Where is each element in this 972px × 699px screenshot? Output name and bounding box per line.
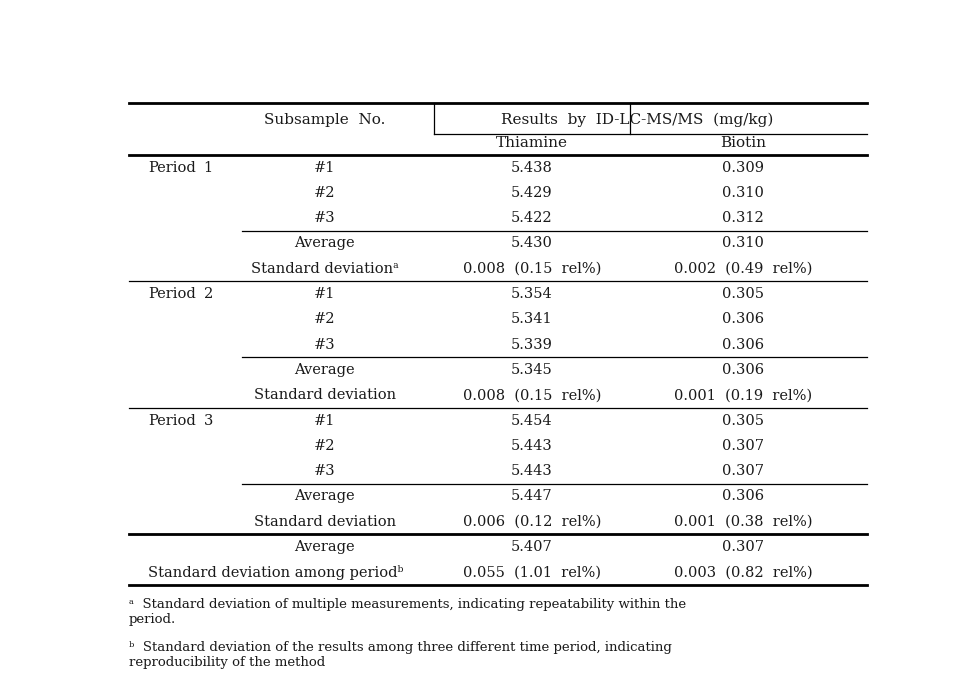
Text: 5.354: 5.354 — [511, 287, 553, 301]
Text: 0.306: 0.306 — [722, 363, 764, 377]
Text: #2: #2 — [314, 312, 335, 326]
Text: 5.430: 5.430 — [511, 236, 553, 250]
Text: 0.002  (0.49  rel%): 0.002 (0.49 rel%) — [674, 261, 813, 276]
Text: Average: Average — [295, 363, 355, 377]
Text: 0.305: 0.305 — [722, 414, 764, 428]
Text: Standard deviation: Standard deviation — [254, 514, 396, 528]
Text: 0.055  (1.01  rel%): 0.055 (1.01 rel%) — [463, 565, 601, 579]
Text: 0.306: 0.306 — [722, 489, 764, 503]
Text: 0.312: 0.312 — [722, 211, 764, 225]
Text: 0.001  (0.38  rel%): 0.001 (0.38 rel%) — [674, 514, 813, 528]
Text: 0.008  (0.15  rel%): 0.008 (0.15 rel%) — [463, 388, 602, 402]
Text: 0.306: 0.306 — [722, 338, 764, 352]
Text: Standard deviation: Standard deviation — [254, 388, 396, 402]
Text: 0.310: 0.310 — [722, 186, 764, 200]
Text: 5.454: 5.454 — [511, 414, 553, 428]
Text: 5.429: 5.429 — [511, 186, 553, 200]
Text: 0.305: 0.305 — [722, 287, 764, 301]
Text: Subsample  No.: Subsample No. — [264, 113, 386, 127]
Text: #1: #1 — [314, 287, 335, 301]
Text: 1: 1 — [203, 161, 213, 175]
Text: 0.306: 0.306 — [722, 312, 764, 326]
Text: Results  by  ID-LC-MS/MS  (mg/kg): Results by ID-LC-MS/MS (mg/kg) — [502, 113, 774, 127]
Text: 0.307: 0.307 — [722, 540, 764, 554]
Text: Average: Average — [295, 489, 355, 503]
Text: Thiamine: Thiamine — [496, 136, 568, 150]
Text: 5.345: 5.345 — [511, 363, 553, 377]
Text: #2: #2 — [314, 186, 335, 200]
Text: Period: Period — [148, 414, 195, 428]
Text: #3: #3 — [314, 338, 335, 352]
Text: 5.438: 5.438 — [511, 161, 553, 175]
Text: Average: Average — [295, 236, 355, 250]
Text: ᵃ  Standard deviation of multiple measurements, indicating repeatability within : ᵃ Standard deviation of multiple measure… — [129, 598, 686, 626]
Text: Standard deviation among periodᵇ: Standard deviation among periodᵇ — [148, 565, 403, 580]
Text: 0.003  (0.82  rel%): 0.003 (0.82 rel%) — [674, 565, 813, 579]
Text: #3: #3 — [314, 464, 335, 478]
Text: 0.006  (0.12  rel%): 0.006 (0.12 rel%) — [463, 514, 602, 528]
Text: 0.310: 0.310 — [722, 236, 764, 250]
Text: Period: Period — [148, 287, 195, 301]
Text: 2: 2 — [203, 287, 213, 301]
Text: 5.422: 5.422 — [511, 211, 553, 225]
Text: Period: Period — [148, 161, 195, 175]
Text: 0.309: 0.309 — [722, 161, 764, 175]
Text: 0.008  (0.15  rel%): 0.008 (0.15 rel%) — [463, 261, 602, 276]
Text: #2: #2 — [314, 439, 335, 453]
Text: 0.001  (0.19  rel%): 0.001 (0.19 rel%) — [674, 388, 812, 402]
Text: 5.339: 5.339 — [511, 338, 553, 352]
Text: Average: Average — [295, 540, 355, 554]
Text: 0.307: 0.307 — [722, 439, 764, 453]
Text: 3: 3 — [203, 414, 213, 428]
Text: 5.407: 5.407 — [511, 540, 553, 554]
Text: 5.443: 5.443 — [511, 464, 553, 478]
Text: Biotin: Biotin — [720, 136, 766, 150]
Text: #1: #1 — [314, 161, 335, 175]
Text: Standard deviationᵃ: Standard deviationᵃ — [251, 261, 399, 276]
Text: 5.341: 5.341 — [511, 312, 553, 326]
Text: #1: #1 — [314, 414, 335, 428]
Text: 0.307: 0.307 — [722, 464, 764, 478]
Text: 5.447: 5.447 — [511, 489, 553, 503]
Text: #3: #3 — [314, 211, 335, 225]
Text: 5.443: 5.443 — [511, 439, 553, 453]
Text: ᵇ  Standard deviation of the results among three different time period, indicati: ᵇ Standard deviation of the results amon… — [129, 642, 672, 670]
